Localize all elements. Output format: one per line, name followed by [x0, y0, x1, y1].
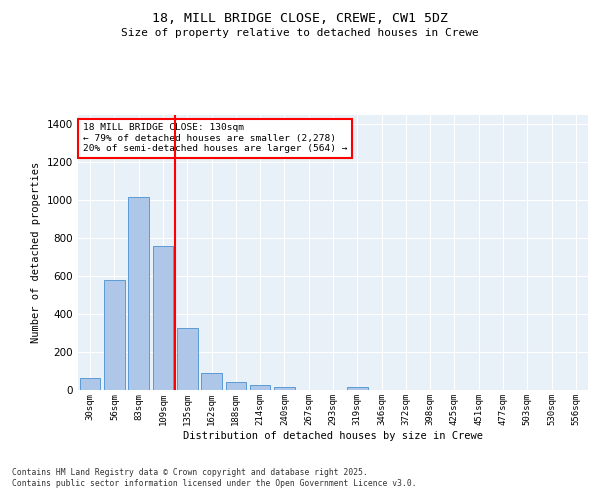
Bar — [274, 387, 295, 390]
Bar — [250, 386, 271, 390]
Text: Size of property relative to detached houses in Crewe: Size of property relative to detached ho… — [121, 28, 479, 38]
Bar — [201, 373, 222, 390]
Bar — [128, 196, 149, 390]
Text: Contains HM Land Registry data © Crown copyright and database right 2025.
Contai: Contains HM Land Registry data © Crown c… — [12, 468, 416, 487]
X-axis label: Distribution of detached houses by size in Crewe: Distribution of detached houses by size … — [183, 430, 483, 440]
Bar — [226, 382, 246, 390]
Bar — [80, 378, 100, 390]
Bar — [177, 328, 197, 390]
Bar — [152, 246, 173, 390]
Text: 18 MILL BRIDGE CLOSE: 130sqm
← 79% of detached houses are smaller (2,278)
20% of: 18 MILL BRIDGE CLOSE: 130sqm ← 79% of de… — [83, 123, 347, 153]
Y-axis label: Number of detached properties: Number of detached properties — [31, 162, 41, 343]
Bar — [347, 387, 368, 390]
Text: 18, MILL BRIDGE CLOSE, CREWE, CW1 5DZ: 18, MILL BRIDGE CLOSE, CREWE, CW1 5DZ — [152, 12, 448, 26]
Bar — [104, 280, 125, 390]
